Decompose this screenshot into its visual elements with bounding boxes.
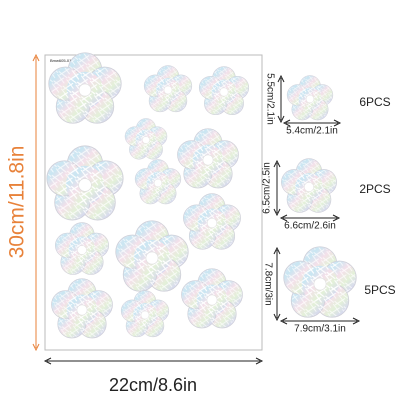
width-label: 5.4cm/2.1in [286,126,338,137]
sheet-code: Bmw605-01 [50,58,72,63]
flower [286,75,334,121]
height-label: 6.5cm/2.5in [262,162,273,214]
width-label: 6.6cm/2.6in [284,221,336,232]
height-label: 7.8cm/3in [262,262,273,305]
height-label: 5.5cm/2.1in [264,73,275,125]
height-dimension: 30cm/11.8in [6,53,40,352]
height-label: 30cm/11.8in [6,146,29,259]
flower [283,246,357,318]
count-label: 6PCS [359,95,390,109]
size-group: 5.5cm/2.1in 5.4cm/2.1in 6PCS [264,73,390,136]
size-group: 7.8cm/3in 7.9cm/3.1in 5PCS [262,246,396,335]
width-label: 22cm/8.6in [109,375,197,395]
width-label: 7.9cm/3.1in [294,324,346,335]
count-label: 2PCS [359,182,390,196]
size-group: 6.5cm/2.5in 6.6cm/2.6in 2PCS [262,158,391,232]
count-label: 5PCS [364,283,395,297]
width-dimension: 22cm/8.6in [43,357,264,395]
flower [281,158,337,213]
